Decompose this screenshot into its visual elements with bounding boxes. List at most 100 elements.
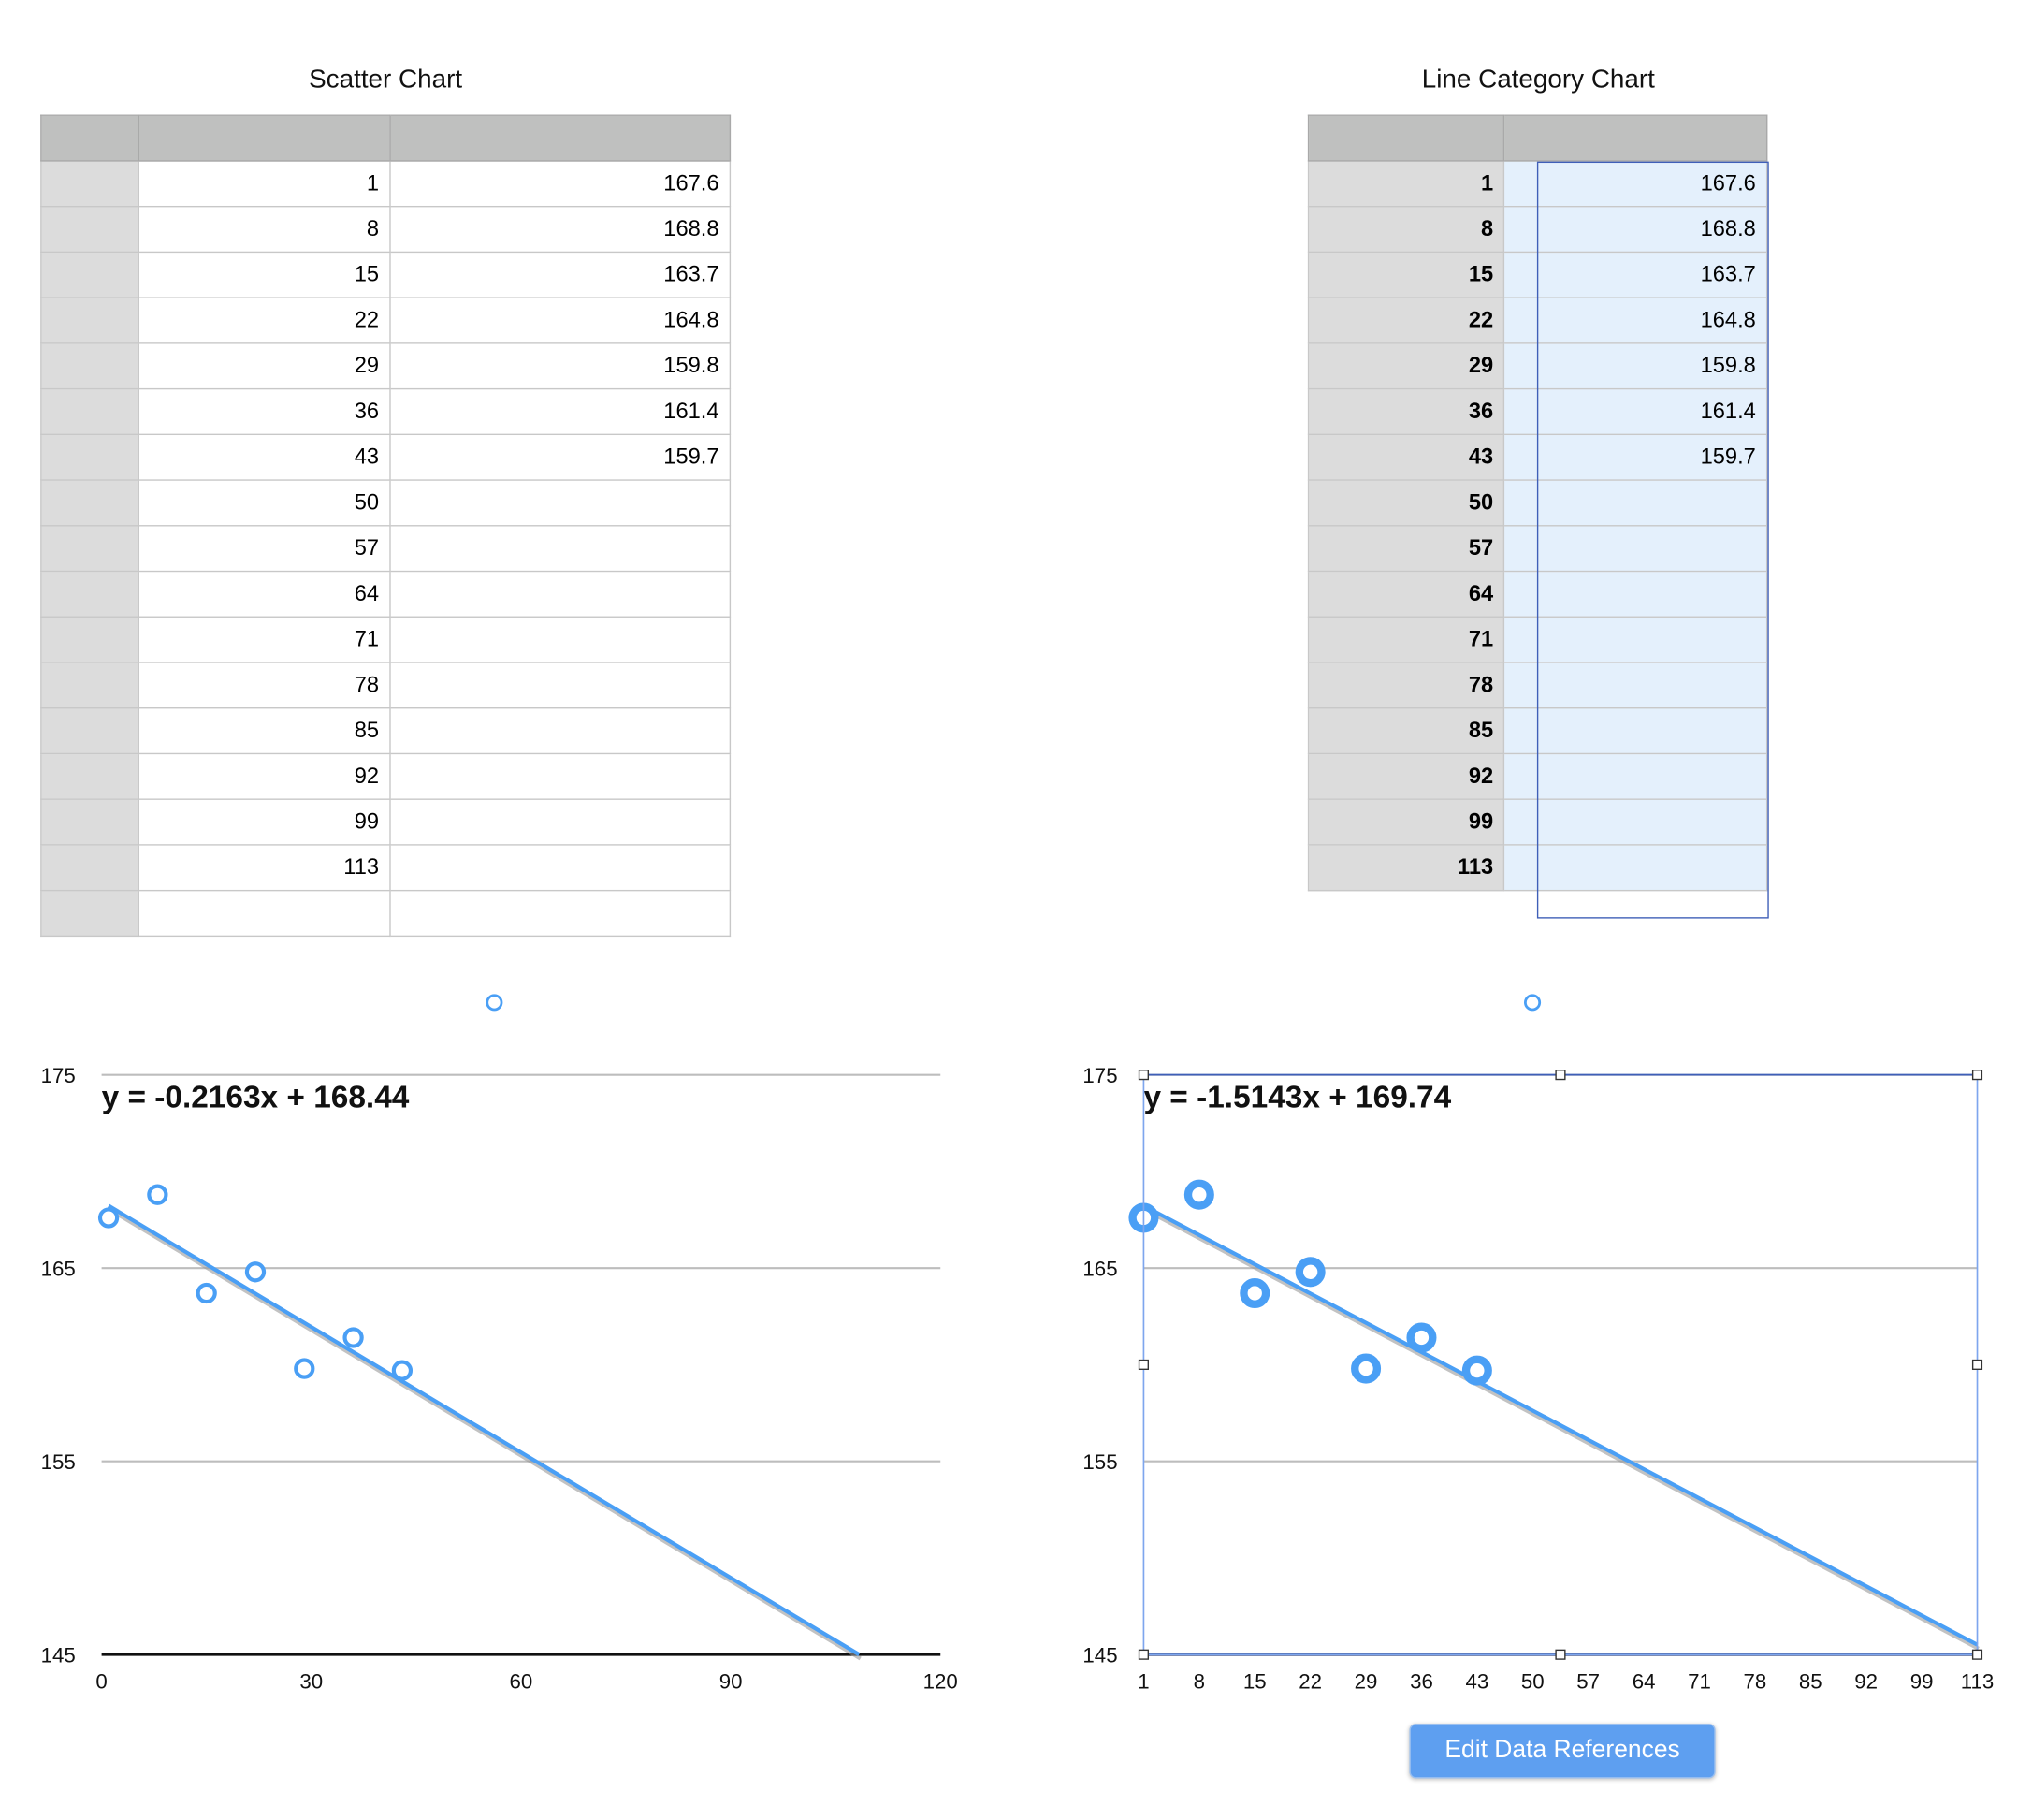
row-header-cell[interactable]: 36 <box>1307 387 1505 436</box>
row-header-cell[interactable] <box>40 889 139 938</box>
table-cell[interactable] <box>1503 752 1768 800</box>
scatter-data-table[interactable]: 1 167.6 8 168.8 15 163.7 22 164.8 29 159.8 36 161.4… <box>40 114 732 938</box>
data-point[interactable] <box>342 1327 364 1348</box>
trendline[interactable] <box>1142 1203 1979 1647</box>
table-cell[interactable]: 159.8 <box>1503 342 1768 390</box>
row-header-cell[interactable] <box>40 525 139 573</box>
table-cell[interactable] <box>389 479 732 527</box>
resize-handle[interactable] <box>1971 1649 1983 1660</box>
table-cell[interactable] <box>1503 616 1768 663</box>
table-cell[interactable]: 85 <box>137 707 391 755</box>
table-cell[interactable] <box>389 616 732 663</box>
table-cell[interactable] <box>389 752 732 800</box>
table-cell[interactable]: 164.8 <box>389 297 732 344</box>
table-cell[interactable]: 164.8 <box>1503 297 1768 344</box>
row-header-cell[interactable]: 1 <box>1307 160 1505 208</box>
table-cell[interactable]: 1 <box>137 160 391 208</box>
table-cell[interactable]: 99 <box>137 798 391 846</box>
row-header-cell[interactable] <box>40 387 139 436</box>
row-header-cell[interactable]: 71 <box>1307 616 1505 663</box>
table-cell[interactable] <box>1503 479 1768 527</box>
table-cell[interactable] <box>1503 570 1768 618</box>
table-cell[interactable] <box>389 662 732 709</box>
row-header-cell[interactable]: 92 <box>1307 752 1505 800</box>
row-header-cell[interactable]: 57 <box>1307 525 1505 573</box>
row-header-cell[interactable]: 64 <box>1307 570 1505 618</box>
table-cell[interactable]: 92 <box>137 752 391 800</box>
header-cell[interactable] <box>40 114 139 162</box>
table-cell[interactable]: 159.8 <box>389 342 732 390</box>
table-cell[interactable]: 159.7 <box>389 433 732 481</box>
resize-handle[interactable] <box>1555 1649 1566 1660</box>
table-cell[interactable]: 167.6 <box>389 160 732 208</box>
row-header-cell[interactable] <box>40 707 139 755</box>
table-cell[interactable]: 64 <box>137 570 391 618</box>
resize-handle[interactable] <box>1555 1070 1566 1081</box>
table-cell[interactable]: 71 <box>137 616 391 663</box>
data-point[interactable] <box>1351 1353 1382 1384</box>
table-cell[interactable]: 161.4 <box>389 387 732 436</box>
data-point[interactable] <box>244 1261 267 1283</box>
table-cell[interactable] <box>389 889 732 938</box>
table-cell[interactable]: 57 <box>137 525 391 573</box>
table-connection-handle[interactable] <box>486 994 503 1012</box>
data-point[interactable] <box>147 1184 168 1205</box>
data-point[interactable] <box>1461 1355 1492 1386</box>
row-header-cell[interactable] <box>40 479 139 527</box>
row-header-cell[interactable] <box>40 662 139 709</box>
row-header-cell[interactable] <box>40 205 139 254</box>
table-cell[interactable]: 22 <box>137 297 391 344</box>
table-cell[interactable]: 113 <box>137 844 391 892</box>
row-header-cell[interactable]: 15 <box>1307 251 1505 298</box>
table-cell[interactable]: 43 <box>137 433 391 481</box>
line-data-table[interactable]: 1 167.6 8 168.8 15 163.7 22 164.8 29 159.8 36 161.4… <box>1307 114 1768 892</box>
row-header-cell[interactable]: 113 <box>1307 844 1505 892</box>
resize-handle[interactable] <box>1138 1649 1150 1660</box>
table-cell[interactable]: 15 <box>137 251 391 298</box>
row-header-cell[interactable] <box>40 798 139 846</box>
table-cell[interactable] <box>1503 798 1768 846</box>
row-header-cell[interactable] <box>40 752 139 800</box>
row-header-cell[interactable] <box>40 616 139 663</box>
table-cell[interactable]: 163.7 <box>389 251 732 298</box>
edit-data-references-button[interactable]: Edit Data References <box>1409 1724 1716 1779</box>
row-header-cell[interactable] <box>40 844 139 892</box>
trendline-equation[interactable]: y = -1.5143x + 169.74 <box>1143 1080 1451 1114</box>
table-cell[interactable] <box>389 570 732 618</box>
table-cell[interactable] <box>389 844 732 892</box>
row-header-cell[interactable] <box>40 160 139 208</box>
resize-handle[interactable] <box>1138 1359 1150 1371</box>
row-header-cell[interactable]: 29 <box>1307 342 1505 390</box>
table-cell[interactable]: 168.8 <box>1503 205 1768 254</box>
header-cell[interactable] <box>1503 114 1768 162</box>
table-connection-handle[interactable] <box>1523 994 1542 1012</box>
data-point[interactable] <box>1295 1257 1326 1288</box>
row-header-cell[interactable]: 99 <box>1307 798 1505 846</box>
row-header-cell[interactable]: 85 <box>1307 707 1505 755</box>
table-cell[interactable]: 168.8 <box>389 205 732 254</box>
table-cell[interactable]: 167.6 <box>1503 160 1768 208</box>
data-point[interactable] <box>97 1207 120 1229</box>
table-cell[interactable] <box>1503 525 1768 573</box>
row-header-cell[interactable] <box>40 570 139 618</box>
data-point[interactable] <box>391 1360 414 1381</box>
trendline[interactable] <box>107 1203 861 1657</box>
data-point[interactable] <box>294 1358 315 1379</box>
data-point[interactable] <box>196 1282 217 1304</box>
resize-handle[interactable] <box>1971 1359 1983 1371</box>
table-cell[interactable] <box>1503 844 1768 892</box>
row-header-cell[interactable] <box>40 433 139 481</box>
data-point[interactable] <box>1240 1278 1270 1309</box>
table-cell[interactable]: 78 <box>137 662 391 709</box>
row-header-cell[interactable]: 50 <box>1307 479 1505 527</box>
header-cell[interactable] <box>137 114 391 162</box>
table-cell[interactable] <box>137 889 391 938</box>
table-cell[interactable]: 163.7 <box>1503 251 1768 298</box>
table-cell[interactable] <box>389 707 732 755</box>
row-header-cell[interactable]: 43 <box>1307 433 1505 481</box>
resize-handle[interactable] <box>1971 1070 1983 1081</box>
data-point[interactable] <box>1406 1322 1437 1353</box>
data-point[interactable] <box>1183 1179 1214 1210</box>
table-cell[interactable] <box>1503 707 1768 755</box>
